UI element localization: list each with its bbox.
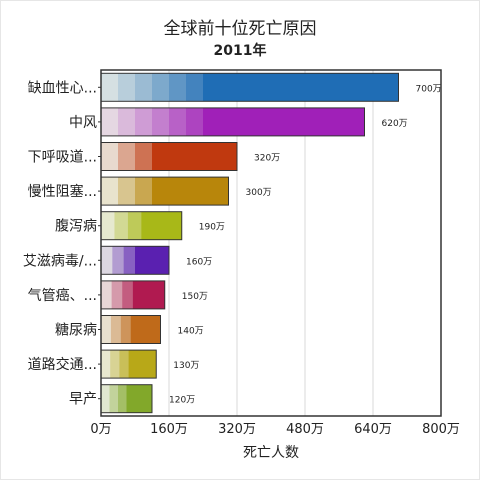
bar-segment	[101, 280, 113, 309]
bar-segment	[112, 246, 125, 275]
y-tick-label: 中风	[69, 115, 97, 131]
bar-segment	[122, 280, 134, 309]
bar-segment	[135, 246, 169, 275]
bar-segment	[118, 177, 136, 206]
bar-segment	[118, 73, 136, 102]
bar-segment	[118, 107, 136, 136]
bar-value-label: 620万	[382, 119, 408, 129]
x-tick-label: 640万	[354, 422, 392, 437]
y-tick-label: 艾滋病毒/...	[23, 253, 97, 269]
bar-value-label: 190万	[199, 223, 225, 233]
bar-segment	[132, 280, 165, 309]
bar-segment	[152, 107, 170, 136]
x-tick-label: 800万	[422, 422, 460, 437]
y-tick-label: 下呼吸道...	[28, 150, 97, 166]
bar-segment	[101, 211, 115, 240]
bar	[100, 211, 183, 241]
bar-value-label: 120万	[169, 396, 195, 406]
bar-segment	[128, 350, 157, 379]
bar-segment	[119, 350, 130, 379]
bar-segment	[118, 142, 136, 171]
bar-segment	[169, 107, 187, 136]
bar-segment	[135, 107, 153, 136]
bar-segment	[101, 107, 119, 136]
bar	[100, 176, 229, 206]
bar-segment	[135, 142, 153, 171]
bar-value-label: 160万	[186, 257, 212, 267]
bar	[100, 384, 153, 414]
bar-segment	[203, 73, 399, 102]
y-tick-label: 腹泻病	[55, 218, 97, 235]
chart-subtitle: 2011年	[213, 43, 267, 59]
bar	[100, 107, 365, 137]
bar-segment	[110, 315, 122, 344]
y-tick-label: 早产	[69, 392, 97, 408]
bar-segment	[186, 73, 204, 102]
bar-segment	[123, 246, 136, 275]
bar-segment	[101, 384, 110, 413]
bar	[100, 72, 399, 102]
x-tick-label: 160万	[150, 422, 188, 437]
bar-segment	[101, 177, 119, 206]
bar-segment	[120, 315, 132, 344]
bar-segment	[152, 73, 170, 102]
bar	[100, 142, 238, 171]
bar-segment	[114, 211, 129, 240]
bar-segment	[169, 73, 187, 102]
bar-segment	[135, 73, 153, 102]
bar	[100, 280, 166, 310]
plot-border	[100, 69, 442, 417]
bar-value-label: 700万	[416, 84, 442, 94]
x-tick-label: 320万	[218, 422, 256, 437]
y-tick-label: 道路交通...	[28, 356, 97, 373]
bar-value-label: 130万	[173, 361, 199, 371]
bar-value-label: 300万	[246, 188, 272, 198]
bar-segment	[101, 350, 111, 379]
bar-segment	[203, 107, 365, 136]
y-tick-label: 慢性阻塞...	[28, 183, 97, 200]
bar-segment	[101, 73, 119, 102]
bar-segment	[111, 280, 123, 309]
bar-segment	[118, 384, 127, 413]
bar-value-label: 150万	[182, 292, 208, 302]
x-tick-label: 0万	[90, 422, 111, 437]
x-tick-label: 480万	[286, 422, 324, 437]
bar-segment	[109, 384, 119, 413]
bar-segment	[135, 177, 153, 206]
x-axis-label: 死亡人数	[243, 445, 299, 461]
bar-segment	[130, 315, 161, 344]
bar-segment	[152, 142, 237, 171]
bar	[100, 349, 157, 379]
bar-segment	[110, 350, 120, 379]
bar-segment	[101, 142, 119, 171]
chart-title: 全球前十位死亡原因	[163, 19, 317, 39]
bar	[100, 315, 161, 344]
bar	[100, 245, 170, 275]
y-tick-label: 缺血性心...	[28, 80, 97, 96]
bar-value-label: 320万	[254, 154, 280, 164]
bar-segment	[126, 384, 152, 413]
bar-segment	[127, 211, 142, 240]
bar-segment	[186, 107, 204, 136]
bar-segment	[101, 246, 113, 275]
bar-segment	[152, 177, 229, 206]
bar-value-label: 140万	[178, 327, 204, 337]
bar-segment	[141, 211, 182, 240]
y-tick-label: 糖尿病	[55, 323, 97, 339]
bar-segment	[101, 315, 112, 344]
y-tick-label: 气管癌、...	[28, 288, 97, 304]
